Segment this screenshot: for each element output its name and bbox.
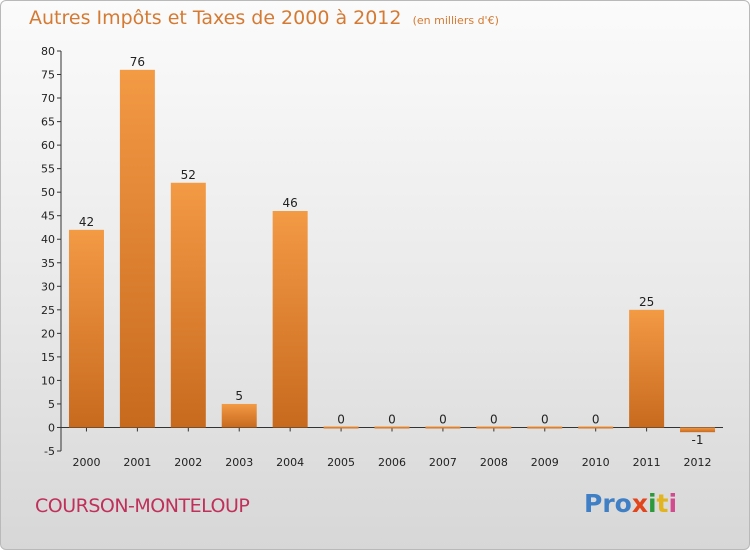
bar — [170, 182, 206, 428]
y-tick-label: 45 — [41, 210, 55, 223]
y-tick-label: 35 — [41, 257, 55, 270]
bar — [680, 427, 716, 433]
bar — [323, 426, 359, 429]
bar — [425, 426, 461, 429]
data-label: -1 — [692, 433, 704, 447]
data-label: 46 — [283, 196, 298, 210]
x-tick-label: 2006 — [378, 456, 406, 469]
bar — [629, 309, 665, 428]
bar — [272, 211, 308, 428]
x-tick-label: 2009 — [531, 456, 559, 469]
y-tick-label: 80 — [41, 45, 55, 58]
y-tick-label: 10 — [41, 374, 55, 387]
x-tick-label: 2011 — [633, 456, 661, 469]
bar — [527, 426, 563, 429]
data-label: 42 — [79, 215, 94, 229]
y-tick-label: 50 — [41, 186, 55, 199]
data-label: 5 — [235, 389, 243, 403]
bar — [374, 426, 410, 429]
x-tick-label: 2004 — [276, 456, 304, 469]
x-tick-label: 2003 — [225, 456, 253, 469]
chart-subtitle: (en milliers d'€) — [412, 14, 499, 27]
y-tick-label: 60 — [41, 139, 55, 152]
x-tick-label: 2002 — [174, 456, 202, 469]
y-tick-label: 25 — [41, 304, 55, 317]
y-tick-label: 0 — [48, 421, 55, 434]
y-tick-label: 30 — [41, 280, 55, 293]
proxiti-logo: Proxiti — [584, 489, 678, 518]
bar — [119, 69, 155, 428]
data-label: 52 — [181, 168, 196, 182]
x-tick-label: 2000 — [72, 456, 100, 469]
y-tick-label: 15 — [41, 351, 55, 364]
y-tick-label: 55 — [41, 163, 55, 176]
bar — [221, 403, 257, 428]
y-tick-label: 70 — [41, 92, 55, 105]
y-tick-label: 5 — [48, 398, 55, 411]
data-label: 0 — [439, 412, 447, 426]
data-label: 76 — [130, 55, 145, 69]
x-tick-label: 2012 — [684, 456, 712, 469]
bar — [578, 426, 614, 429]
data-label: 0 — [490, 412, 498, 426]
location-name: COURSON-MONTELOUP — [35, 495, 250, 517]
data-label: 0 — [388, 412, 396, 426]
data-label: 0 — [592, 412, 600, 426]
y-tick-label: 65 — [41, 116, 55, 129]
x-tick-label: 2008 — [480, 456, 508, 469]
y-tick-label: 20 — [41, 327, 55, 340]
y-tick-label: 40 — [41, 233, 55, 246]
bar — [68, 229, 104, 428]
x-tick-label: 2010 — [582, 456, 610, 469]
data-label: 0 — [541, 412, 549, 426]
bar — [476, 426, 512, 429]
x-tick-label: 2007 — [429, 456, 457, 469]
x-tick-label: 2001 — [123, 456, 151, 469]
x-tick-label: 2005 — [327, 456, 355, 469]
y-tick-label: -5 — [44, 445, 55, 458]
chart-title: Autres Impôts et Taxes de 2000 à 2012 — [29, 7, 402, 29]
title-row: Autres Impôts et Taxes de 2000 à 2012 (e… — [29, 7, 499, 29]
data-label: 0 — [337, 412, 345, 426]
data-label: 25 — [639, 295, 654, 309]
y-tick-label: 75 — [41, 69, 55, 82]
